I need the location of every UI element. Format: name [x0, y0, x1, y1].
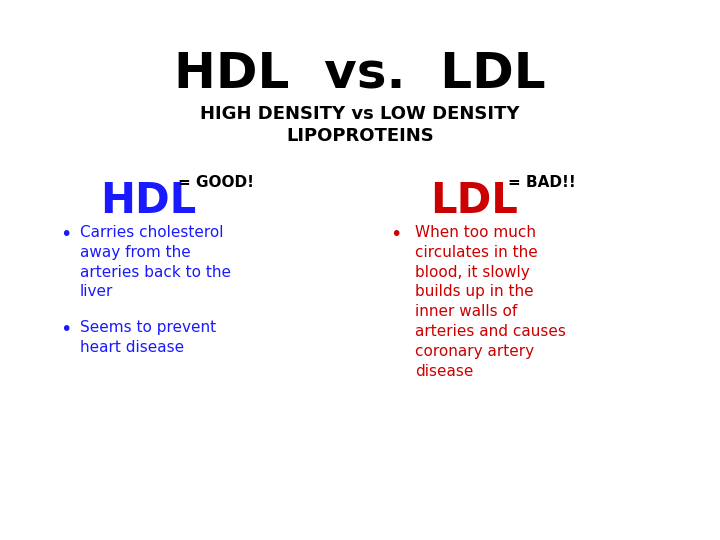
Text: LDL: LDL [430, 180, 518, 222]
Text: •: • [60, 225, 71, 244]
Text: HDL: HDL [100, 180, 197, 222]
Text: = GOOD!: = GOOD! [178, 175, 254, 190]
Text: Seems to prevent
heart disease: Seems to prevent heart disease [80, 320, 216, 355]
Text: •: • [390, 225, 401, 244]
Text: = BAD!!: = BAD!! [508, 175, 576, 190]
Text: HIGH DENSITY vs LOW DENSITY
LIPOPROTEINS: HIGH DENSITY vs LOW DENSITY LIPOPROTEINS [200, 105, 520, 145]
Text: HDL  vs.  LDL: HDL vs. LDL [174, 50, 546, 98]
Text: When too much
circulates in the
blood, it slowly
builds up in the
inner walls of: When too much circulates in the blood, i… [415, 225, 566, 379]
Text: Carries cholesterol
away from the
arteries back to the
liver: Carries cholesterol away from the arteri… [80, 225, 231, 299]
Text: •: • [60, 320, 71, 339]
